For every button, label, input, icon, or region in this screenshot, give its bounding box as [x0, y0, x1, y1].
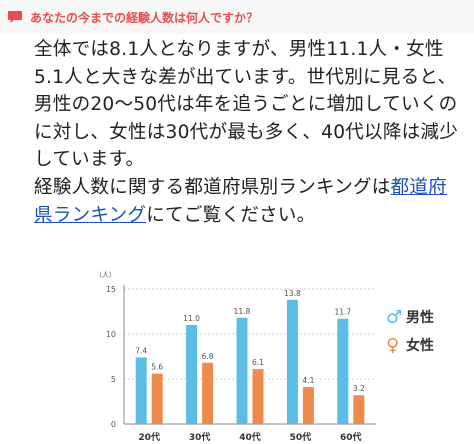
bar-male [286, 299, 298, 424]
bar-female [151, 373, 163, 424]
data-label: 5.6 [151, 363, 163, 372]
male-symbol-icon: ♂ [386, 307, 403, 328]
x-tick-label: 50代 [290, 431, 312, 443]
data-label: 11.7 [334, 308, 351, 317]
x-tick-label: 30代 [189, 431, 211, 443]
x-tick-label: 20代 [138, 431, 160, 443]
female-symbol-icon: ♀ [386, 335, 400, 356]
bar-chart: 0 5 10 15 （人） 7.4 5.6 20代 11.0 6.8 30代 11.8 6.1 40代 13… [95, 271, 376, 443]
data-label: 7.4 [135, 346, 147, 355]
bar-female [353, 395, 365, 424]
speech-bubble-icon [8, 11, 22, 23]
bar-male [135, 357, 147, 424]
data-label: 11.8 [234, 307, 251, 316]
data-label: 4.1 [302, 376, 314, 385]
question-header: あなたの今までの経験人数は何人ですか？ [0, 0, 474, 34]
bar-female [252, 369, 264, 424]
article-body: 全体では8.1人となりますが、男性11.1人・女性5.1人と大きな差が出ています… [34, 36, 464, 229]
data-label: 6.8 [202, 352, 214, 361]
y-tick-label: 10 [106, 330, 116, 339]
ranking-text-after: にてご覧ください。 [146, 204, 316, 226]
legend-label-female: 女性 [406, 338, 434, 354]
x-tick-label: 60代 [340, 431, 362, 443]
legend-label-male: 男性 [406, 310, 434, 326]
y-tick-label: 15 [106, 285, 116, 294]
x-tick-label: 40代 [239, 431, 261, 443]
ranking-text-before: 経験人数に関する都道府県別ランキングは [34, 176, 391, 198]
question-text: あなたの今までの経験人数は何人ですか？ [30, 11, 259, 25]
y-tick-label: 5 [111, 375, 116, 384]
prefecture-ranking-link[interactable]: 都道府県ランキング [34, 176, 447, 226]
data-label: 13.8 [284, 289, 301, 298]
bar-female [302, 387, 314, 424]
bar-female [202, 362, 214, 424]
bar-male [186, 325, 198, 424]
bar-male [337, 318, 349, 424]
y-tick-label: 0 [111, 420, 116, 429]
data-label: 11.0 [183, 314, 200, 323]
bar-male [236, 317, 248, 424]
data-label: 3.2 [353, 384, 365, 393]
data-label: 6.1 [252, 358, 264, 367]
y-unit-label: （人） [95, 271, 116, 279]
summary-paragraph: 全体では8.1人となりますが、男性11.1人・女性5.1人と大きな差が出ています… [34, 39, 458, 171]
ranking-paragraph: 経験人数に関する都道府県別ランキングは都道府県ランキングにてご覧ください。 [34, 174, 464, 229]
